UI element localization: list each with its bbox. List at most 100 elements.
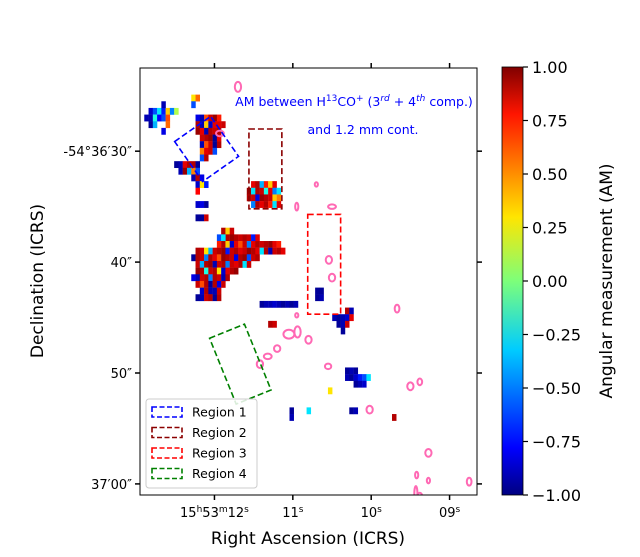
legend-swatch <box>151 467 183 480</box>
heatmap-pixel <box>195 267 200 275</box>
heatmap-pixel <box>233 234 239 242</box>
heatmap-pixel <box>195 280 200 288</box>
legend-swatch <box>151 406 183 418</box>
heatmap-pixel <box>212 147 218 155</box>
heatmap-pixel <box>199 260 205 268</box>
colorbar-tick-label: −0.25 <box>532 326 581 345</box>
heatmap-pixel <box>161 107 166 115</box>
annotation-part-c: (3 <box>364 94 381 109</box>
heatmap-pixel <box>263 181 269 188</box>
heatmap-pixel <box>259 241 265 248</box>
heatmap-pixel <box>340 327 346 335</box>
contour-ellipse <box>215 129 225 138</box>
heatmap-pixel <box>216 247 222 255</box>
heatmap-pixel <box>221 227 226 235</box>
heatmap-pixel <box>246 234 252 242</box>
heatmap-pixel <box>276 241 282 248</box>
heatmap-pixel <box>233 267 239 275</box>
contour-ellipse <box>255 359 265 370</box>
heatmap-pixel <box>178 167 183 175</box>
heatmap-pixel <box>353 407 359 415</box>
heatmap-pixel <box>268 247 273 255</box>
colorbar-tick-label: 0.75 <box>532 112 568 131</box>
heatmap-pixel <box>199 214 205 222</box>
heatmap-pixel <box>212 294 218 302</box>
heatmap-pixel <box>255 181 260 188</box>
legend: Region 1 Region 2 Region 3 Region 4 <box>145 398 258 489</box>
heatmap-pixel <box>216 114 222 122</box>
heatmap-pixel <box>255 254 260 262</box>
heatmap-pixel <box>225 254 230 262</box>
heatmap-pixel <box>208 287 213 295</box>
heatmap-pixel <box>349 367 354 375</box>
heatmap-pixel <box>306 407 312 415</box>
annotation-sup-rd: rd <box>380 94 390 104</box>
heatmap-pixel <box>204 214 209 222</box>
heatmap-pixel <box>238 241 243 248</box>
heatmap-pixel <box>221 234 226 242</box>
heatmap-pixel <box>263 201 269 208</box>
heatmap-pixel <box>204 294 209 302</box>
colorbar-tick-label: −1.00 <box>532 486 581 505</box>
heatmap-pixel <box>263 187 269 195</box>
heatmap-pixel <box>327 387 333 395</box>
heatmap-pixel <box>195 247 200 255</box>
heatmap-pixel <box>216 254 222 262</box>
heatmap-pixel <box>216 260 222 268</box>
heatmap-pixel <box>345 367 350 375</box>
heatmap-pixel <box>212 280 218 288</box>
heatmap-pixel <box>242 260 247 268</box>
heatmap-pixel <box>251 187 256 195</box>
heatmap-pixel <box>212 260 218 268</box>
heatmap-pixel <box>204 127 209 135</box>
heatmap-pixel <box>208 280 213 288</box>
heatmap-pixel <box>204 147 209 155</box>
heatmap-pixel <box>340 320 346 328</box>
annotation-sup-plus: + <box>356 94 364 104</box>
heatmap-pixel <box>208 134 213 142</box>
heatmap-pixel <box>199 174 205 182</box>
heatmap-pixel <box>238 260 243 268</box>
heatmap-pixel <box>208 294 213 302</box>
heatmap-pixel <box>182 161 188 169</box>
heatmap-pixel <box>238 234 243 242</box>
heatmap-pixel <box>276 300 282 308</box>
heatmap-pixel <box>280 247 286 255</box>
heatmap-pixel <box>268 241 273 248</box>
x-tick-label-part: h <box>197 505 203 515</box>
heatmap-pixel <box>268 201 273 208</box>
heatmap-pixel <box>212 127 218 135</box>
heatmap-pixel <box>242 247 247 255</box>
heatmap-pixel <box>152 114 158 122</box>
heatmap-pixel <box>195 187 200 195</box>
heatmap-pixel <box>246 241 252 248</box>
heatmap-pixel <box>268 187 273 195</box>
heatmap-pixel <box>289 407 294 415</box>
contour-ellipse <box>465 476 473 487</box>
contour-ellipse <box>233 80 243 93</box>
heatmap-pixel <box>349 307 354 315</box>
heatmap-pixel <box>191 94 196 102</box>
annotation-line1: AM between H13CO+ (3rd + 4th comp.) <box>235 94 473 109</box>
heatmap-pixel <box>208 114 213 122</box>
heatmap-pixel <box>195 127 200 135</box>
heatmap-pixel <box>246 247 252 255</box>
heatmap-pixel <box>165 114 171 122</box>
heatmap-pixel <box>259 181 265 188</box>
heatmap-pixel <box>212 247 218 255</box>
heatmap-pixel <box>246 254 252 262</box>
heatmap-pixel <box>204 141 209 149</box>
heatmap-pixel <box>349 407 354 415</box>
heatmap-pixel <box>204 254 209 262</box>
annotation-part-a: AM between H <box>235 94 326 109</box>
region-boxes <box>173 115 342 406</box>
heatmap-pixel <box>208 254 213 262</box>
heatmap-pixel <box>276 187 282 195</box>
heatmap-pixel <box>182 167 188 175</box>
heatmap-pixel <box>251 181 256 188</box>
heatmap-pixel <box>233 260 239 268</box>
heatmap-pixel <box>225 227 230 235</box>
heatmap-pixel <box>345 320 350 328</box>
legend-label: Region 1 <box>192 405 247 420</box>
heatmap-pixel <box>186 167 192 175</box>
